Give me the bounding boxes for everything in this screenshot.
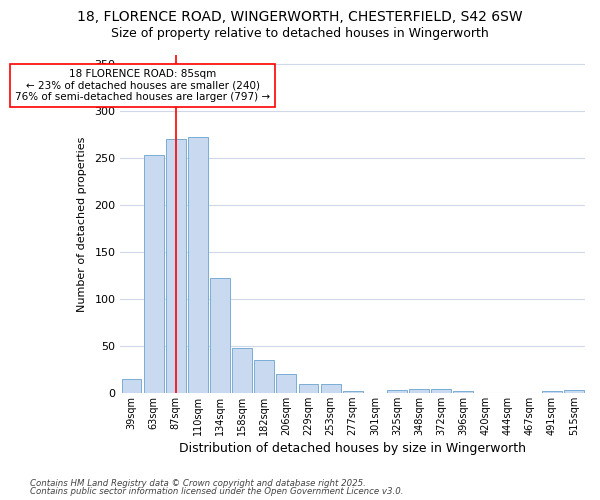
Bar xyxy=(210,278,230,393)
Bar xyxy=(564,390,584,393)
Bar xyxy=(343,391,362,393)
Y-axis label: Number of detached properties: Number of detached properties xyxy=(77,136,88,312)
Bar xyxy=(122,378,142,393)
X-axis label: Distribution of detached houses by size in Wingerworth: Distribution of detached houses by size … xyxy=(179,442,526,455)
Bar xyxy=(431,389,451,393)
Bar xyxy=(188,136,208,393)
Text: Size of property relative to detached houses in Wingerworth: Size of property relative to detached ho… xyxy=(111,28,489,40)
Bar xyxy=(320,384,341,393)
Text: Contains HM Land Registry data © Crown copyright and database right 2025.: Contains HM Land Registry data © Crown c… xyxy=(30,478,366,488)
Text: Contains public sector information licensed under the Open Government Licence v3: Contains public sector information licen… xyxy=(30,487,404,496)
Bar xyxy=(277,374,296,393)
Bar xyxy=(254,360,274,393)
Bar xyxy=(143,156,164,393)
Bar xyxy=(166,140,185,393)
Bar xyxy=(409,389,429,393)
Bar xyxy=(454,391,473,393)
Bar xyxy=(232,348,252,393)
Bar xyxy=(299,384,319,393)
Text: 18 FLORENCE ROAD: 85sqm
← 23% of detached houses are smaller (240)
76% of semi-d: 18 FLORENCE ROAD: 85sqm ← 23% of detache… xyxy=(15,69,270,102)
Bar xyxy=(387,390,407,393)
Bar xyxy=(542,391,562,393)
Text: 18, FLORENCE ROAD, WINGERWORTH, CHESTERFIELD, S42 6SW: 18, FLORENCE ROAD, WINGERWORTH, CHESTERF… xyxy=(77,10,523,24)
